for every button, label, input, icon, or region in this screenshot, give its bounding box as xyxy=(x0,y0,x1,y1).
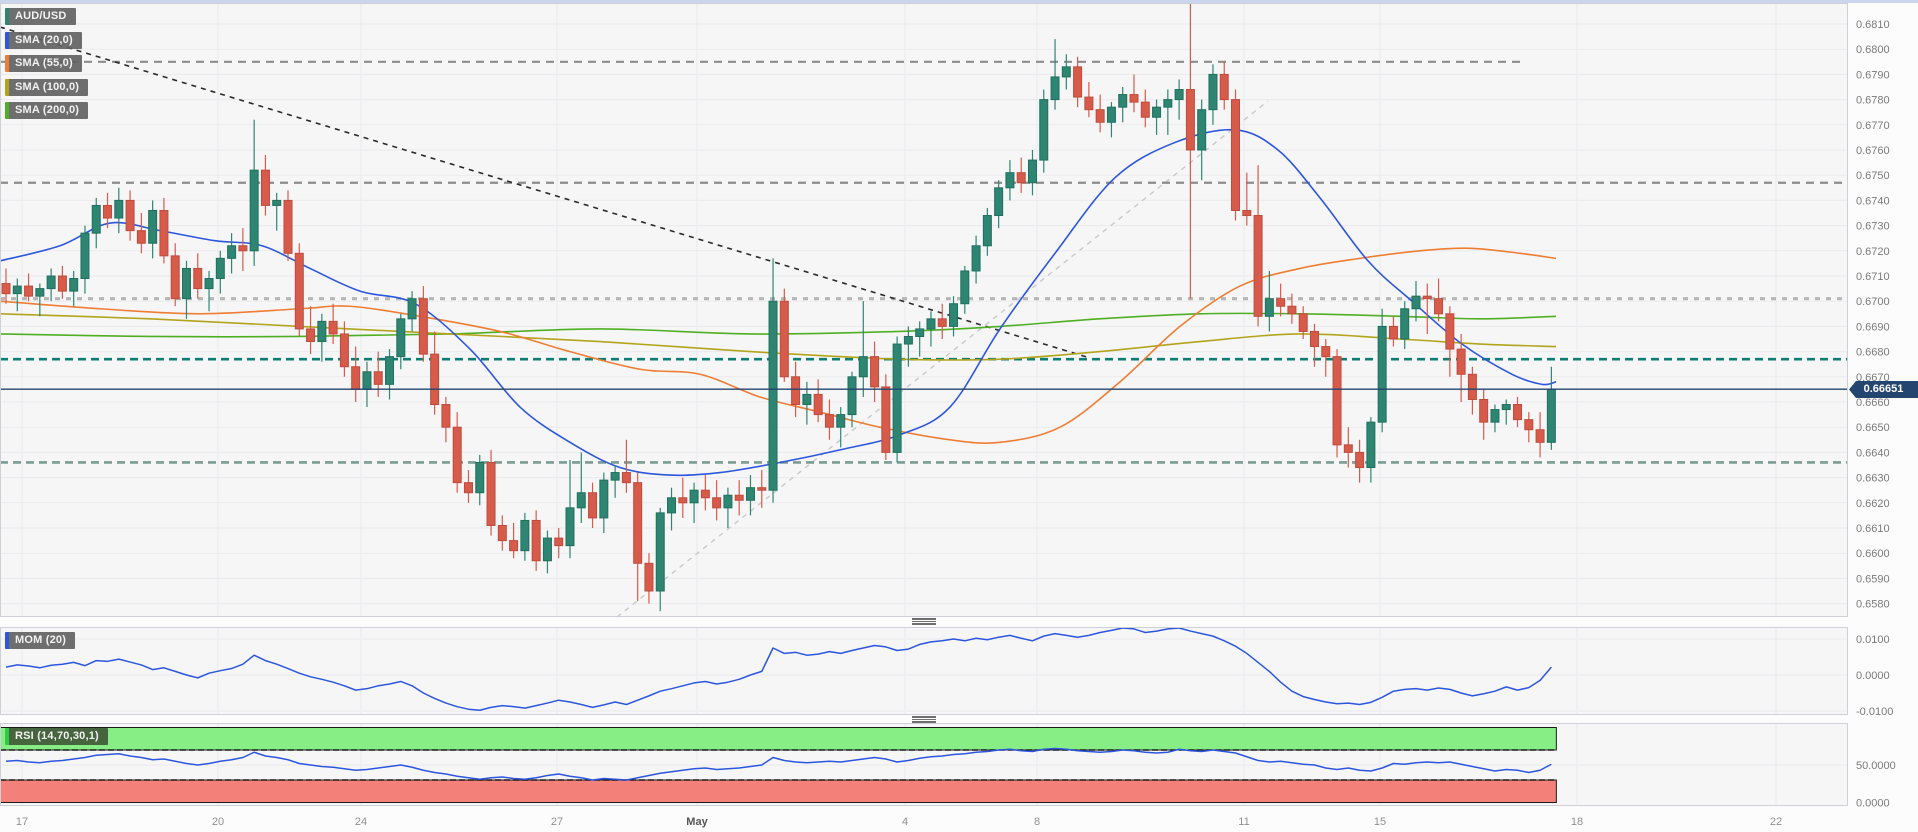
svg-text:0.6750: 0.6750 xyxy=(1856,170,1890,182)
svg-text:11: 11 xyxy=(1238,816,1249,828)
svg-text:0.0100: 0.0100 xyxy=(1856,634,1890,646)
svg-text:0.6670: 0.6670 xyxy=(1856,372,1890,384)
svg-text:0.6730: 0.6730 xyxy=(1856,221,1890,233)
svg-text:22: 22 xyxy=(1770,816,1782,828)
svg-text:0.6770: 0.6770 xyxy=(1856,120,1890,132)
legend-sma55[interactable]: SMA (55,0) xyxy=(5,55,82,72)
svg-text:0.6650: 0.6650 xyxy=(1856,422,1890,434)
svg-text:0.6720: 0.6720 xyxy=(1856,246,1890,258)
svg-text:15: 15 xyxy=(1374,816,1386,828)
svg-text:0.6760: 0.6760 xyxy=(1856,145,1890,157)
symbol-label: AUD/USD xyxy=(15,10,67,22)
svg-text:0.6660: 0.6660 xyxy=(1856,397,1890,409)
top-accent-bar xyxy=(0,0,1918,3)
svg-text:20: 20 xyxy=(212,816,224,828)
svg-text:0.6700: 0.6700 xyxy=(1856,296,1890,308)
svg-text:27: 27 xyxy=(551,816,563,828)
legend-rsi[interactable]: RSI (14,70,30,1) xyxy=(5,728,108,745)
legend-sma20[interactable]: SMA (20,0) xyxy=(5,32,82,49)
svg-text:0.6780: 0.6780 xyxy=(1856,95,1890,107)
svg-text:24: 24 xyxy=(355,816,367,828)
svg-text:0.6810: 0.6810 xyxy=(1856,19,1890,31)
svg-text:0.6600: 0.6600 xyxy=(1856,548,1890,560)
symbol-badge[interactable]: AUD/USD xyxy=(5,8,76,25)
svg-text:0.6580: 0.6580 xyxy=(1856,599,1890,611)
panel-resize-grip-rsi[interactable] xyxy=(912,715,936,724)
svg-text:17: 17 xyxy=(16,816,28,828)
svg-text:0.6610: 0.6610 xyxy=(1856,523,1890,535)
svg-text:4: 4 xyxy=(902,816,908,828)
svg-text:0.6710: 0.6710 xyxy=(1856,271,1890,283)
svg-text:50.0000: 50.0000 xyxy=(1856,760,1896,772)
svg-text:0.6690: 0.6690 xyxy=(1856,321,1890,333)
svg-text:8: 8 xyxy=(1034,816,1040,828)
svg-text:0.6800: 0.6800 xyxy=(1856,44,1890,56)
svg-text:May: May xyxy=(686,816,708,828)
svg-text:0.6680: 0.6680 xyxy=(1856,347,1890,359)
svg-text:-0.0100: -0.0100 xyxy=(1856,706,1893,718)
svg-text:0.6620: 0.6620 xyxy=(1856,498,1890,510)
svg-text:18: 18 xyxy=(1571,816,1583,828)
legend-sma100[interactable]: SMA (100,0) xyxy=(5,79,89,96)
svg-text:0.6590: 0.6590 xyxy=(1856,573,1890,585)
svg-text:0.0000: 0.0000 xyxy=(1856,670,1890,682)
svg-text:0.6740: 0.6740 xyxy=(1856,195,1890,207)
svg-text:0.6790: 0.6790 xyxy=(1856,69,1890,81)
svg-text:0.0000: 0.0000 xyxy=(1856,798,1890,810)
panel-resize-grip-momentum[interactable] xyxy=(912,617,936,626)
svg-text:0.6640: 0.6640 xyxy=(1856,447,1890,459)
legend-momentum[interactable]: MOM (20) xyxy=(5,632,76,649)
legend-sma200[interactable]: SMA (200,0) xyxy=(5,102,89,119)
svg-text:0.6630: 0.6630 xyxy=(1856,473,1890,485)
current-price-badge: 0.66651 xyxy=(1849,381,1918,398)
